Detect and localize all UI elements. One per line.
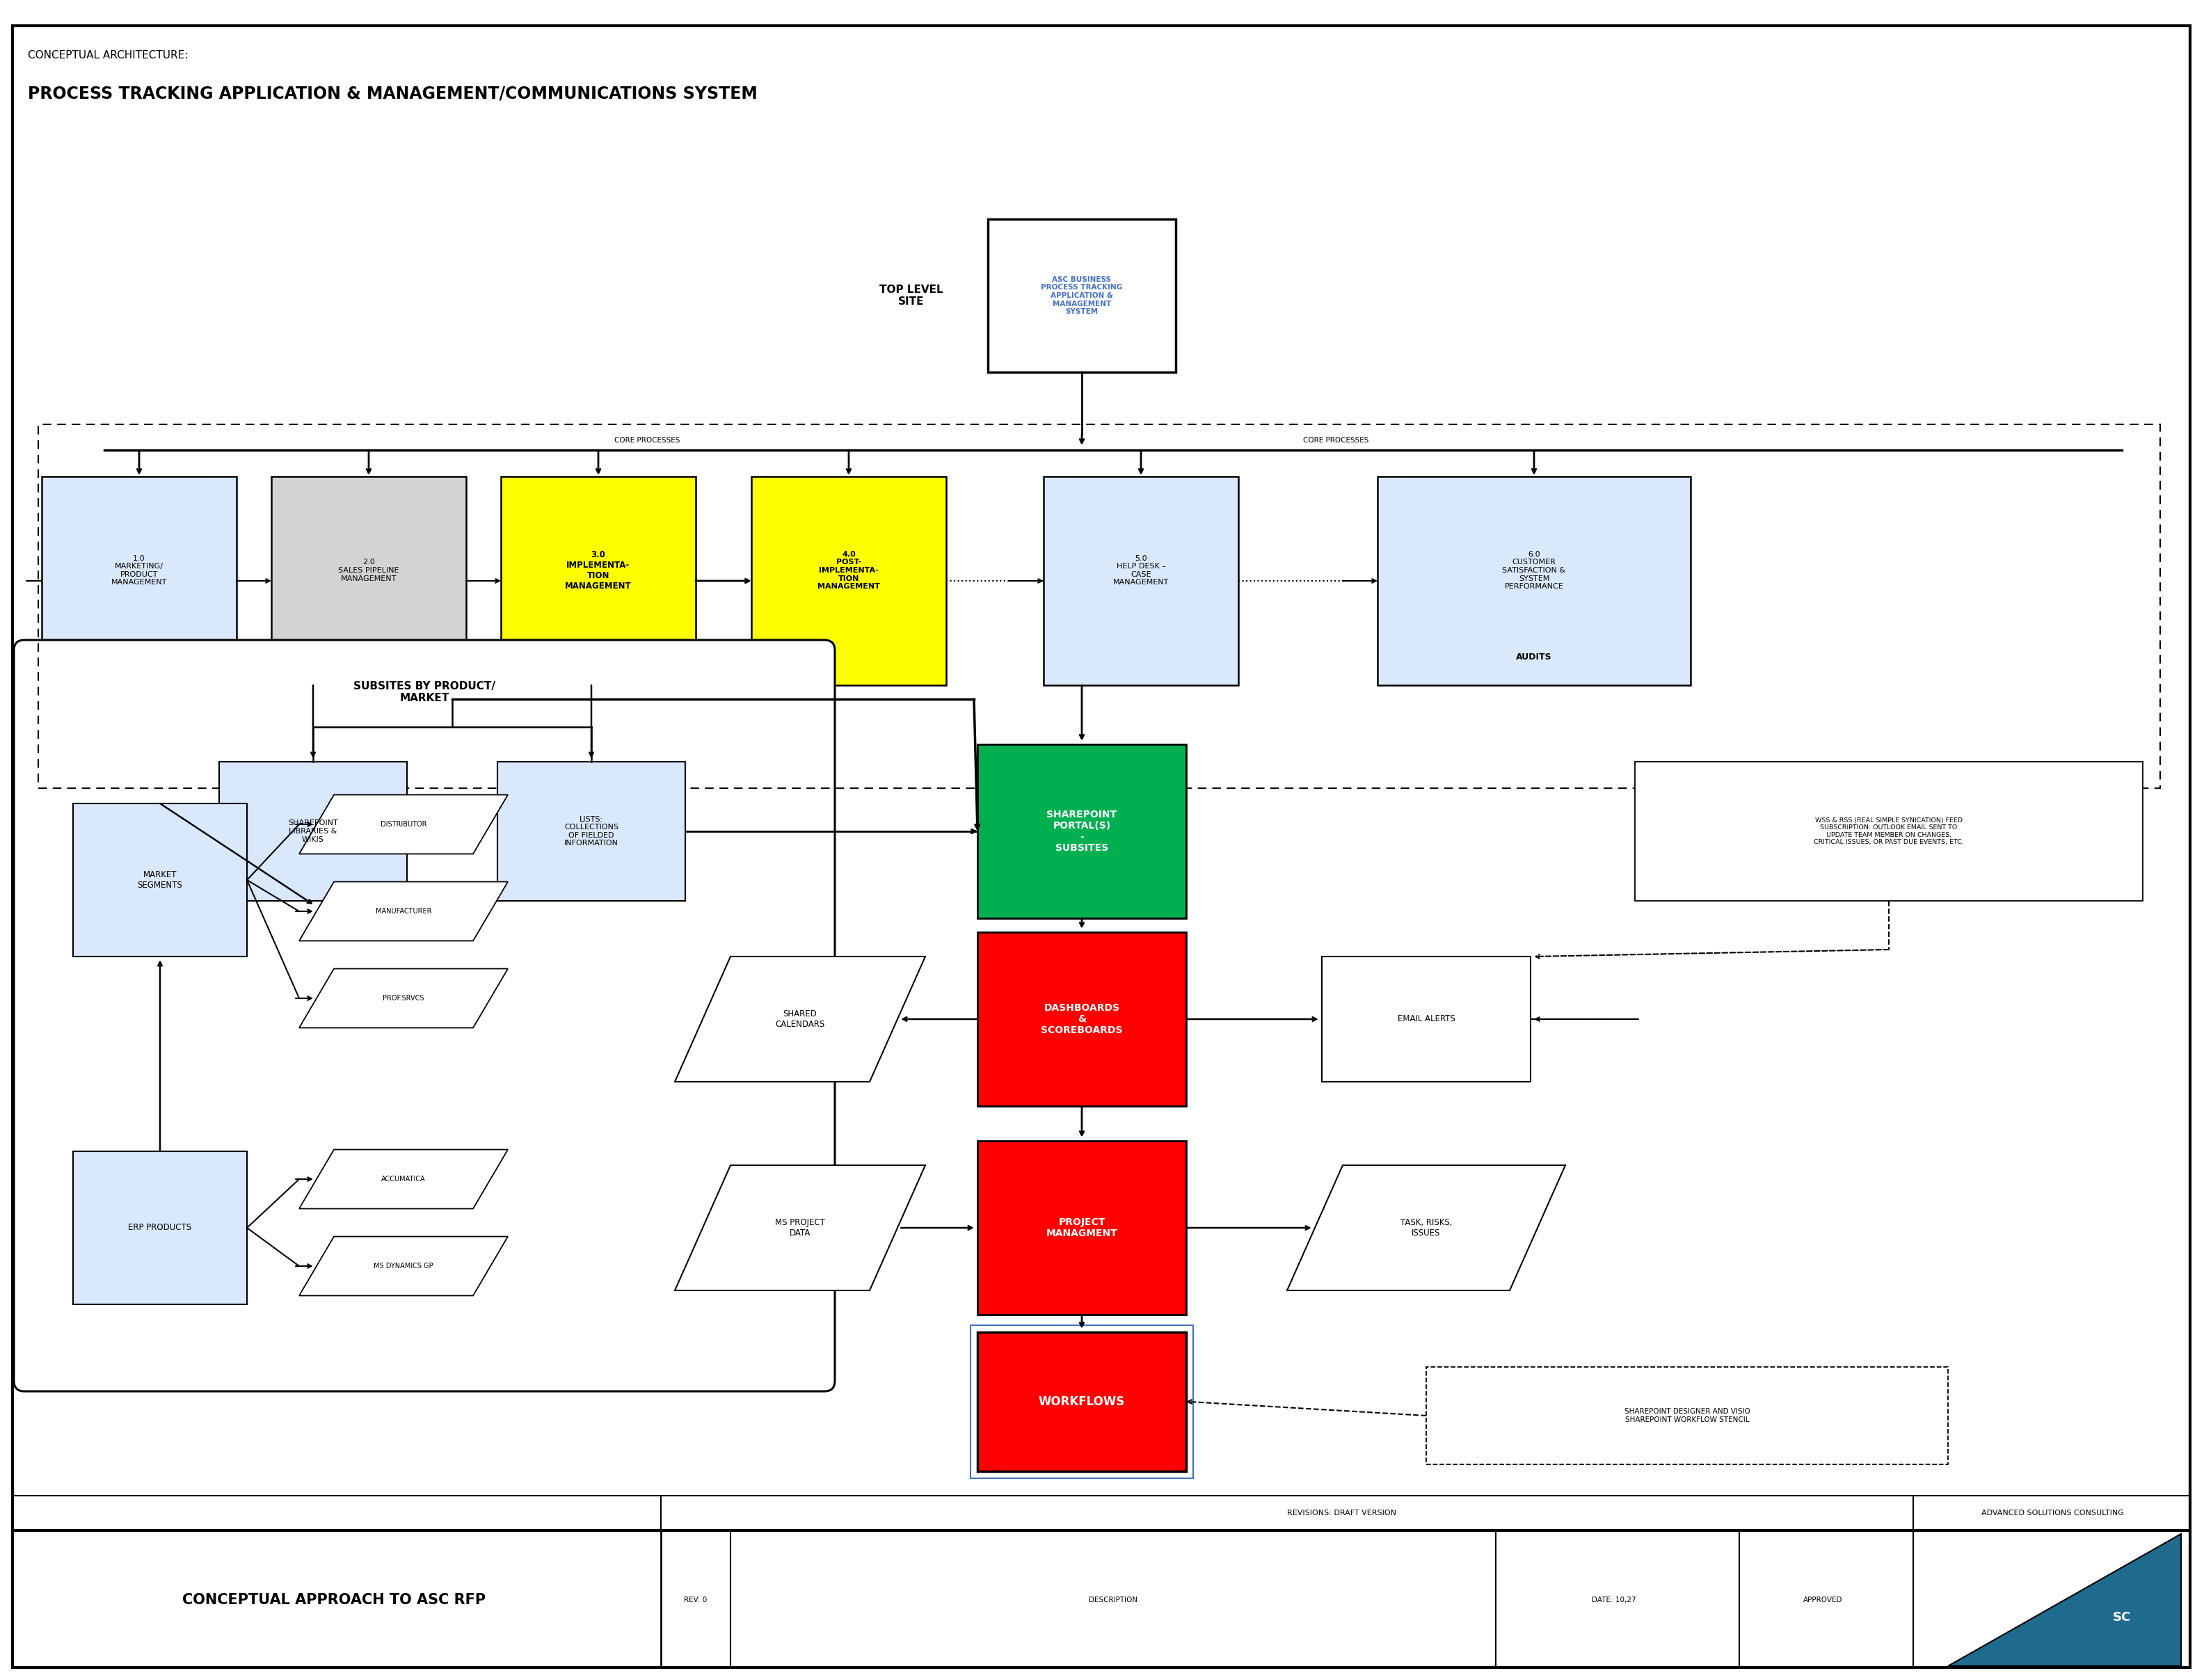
Text: ERP PRODUCTS: ERP PRODUCTS — [128, 1223, 192, 1233]
Text: CONCEPTUAL APPROACH TO ASC RFP: CONCEPTUAL APPROACH TO ASC RFP — [183, 1593, 485, 1608]
Bar — [752, 477, 946, 685]
Polygon shape — [674, 956, 926, 1082]
Text: ACCUMATICA: ACCUMATICA — [381, 1176, 425, 1183]
Text: DISTRIBUTOR: DISTRIBUTOR — [381, 822, 428, 828]
Polygon shape — [300, 882, 507, 941]
Bar — [73, 1151, 247, 1304]
Text: SHAREPOINT
PORTAL(S)
-
SUBSITES: SHAREPOINT PORTAL(S) - SUBSITES — [1047, 810, 1117, 853]
Text: TOP LEVEL
SITE: TOP LEVEL SITE — [879, 284, 943, 307]
Text: MS PROJECT
DATA: MS PROJECT DATA — [776, 1218, 824, 1238]
Bar — [271, 477, 465, 685]
Text: 6.0
CUSTOMER
SATISFACTION &
SYSTEM
PERFORMANCE: 6.0 CUSTOMER SATISFACTION & SYSTEM PERFO… — [1503, 551, 1565, 590]
Text: PROCESS TRACKING APPLICATION & MANAGEMENT/COMMUNICATIONS SYSTEM: PROCESS TRACKING APPLICATION & MANAGEMEN… — [29, 86, 758, 102]
Polygon shape — [300, 1149, 507, 1208]
Text: APPROVED: APPROVED — [1803, 1596, 1843, 1603]
Text: REV: 0: REV: 0 — [683, 1596, 707, 1603]
Bar — [1042, 477, 1239, 685]
Text: AUDITS: AUDITS — [1516, 654, 1552, 662]
Bar — [218, 761, 408, 900]
Bar — [970, 1326, 1192, 1478]
Text: ADVANCED SOLUTIONS CONSULTING: ADVANCED SOLUTIONS CONSULTING — [1981, 1510, 2125, 1517]
Text: DATE: 10,27: DATE: 10,27 — [1591, 1596, 1635, 1603]
Text: SUBSITES BY PRODUCT/
MARKET: SUBSITES BY PRODUCT/ MARKET — [353, 680, 496, 704]
FancyBboxPatch shape — [13, 640, 835, 1391]
Text: DASHBOARDS
&
SCOREBOARDS: DASHBOARDS & SCOREBOARDS — [1040, 1003, 1122, 1035]
Text: DESCRIPTION: DESCRIPTION — [1089, 1596, 1137, 1603]
Text: CORE PROCESSES: CORE PROCESSES — [615, 437, 679, 444]
Bar — [1322, 956, 1530, 1082]
Polygon shape — [1948, 1534, 2182, 1667]
Bar — [976, 932, 1186, 1105]
Polygon shape — [300, 1236, 507, 1295]
Bar — [1426, 1368, 1948, 1465]
Text: REVISIONS: DRAFT VERSION: REVISIONS: DRAFT VERSION — [1287, 1510, 1397, 1517]
Bar — [1378, 477, 1690, 685]
Text: MARKET
SEGMENTS: MARKET SEGMENTS — [137, 870, 183, 890]
Text: MANUFACTURER: MANUFACTURER — [375, 907, 432, 916]
Bar — [500, 477, 696, 685]
Text: 2.0
SALES PIPELINE
MANAGEMENT: 2.0 SALES PIPELINE MANAGEMENT — [337, 559, 399, 581]
Text: WSS & RSS (REAL SIMPLE SYNICATION) FEED
SUBSCRIPTION: OUTLOOK EMAIL SENT TO
UPDA: WSS & RSS (REAL SIMPLE SYNICATION) FEED … — [1814, 818, 1964, 845]
Text: CONCEPTUAL ARCHITECTURE:: CONCEPTUAL ARCHITECTURE: — [29, 50, 187, 60]
Bar — [42, 477, 236, 685]
Bar — [1635, 761, 2142, 900]
Text: SHAREPOINT DESIGNER AND VISIO
SHAREPOINT WORKFLOW STENCIL: SHAREPOINT DESIGNER AND VISIO SHAREPOINT… — [1624, 1408, 1750, 1423]
Text: 1.0
MARKETING/
PRODUCT
MANAGEMENT: 1.0 MARKETING/ PRODUCT MANAGEMENT — [110, 554, 168, 586]
Bar — [976, 744, 1186, 919]
Text: 5.0
HELP DESK –
CASE
MANAGEMENT: 5.0 HELP DESK – CASE MANAGEMENT — [1113, 554, 1168, 586]
Bar — [37, 425, 2160, 788]
Text: EMAIL ALERTS: EMAIL ALERTS — [1397, 1015, 1455, 1023]
Text: TASK, RISKS,
ISSUES: TASK, RISKS, ISSUES — [1400, 1218, 1452, 1238]
Text: 4.0
POST-
IMPLEMENTA-
TION
MANAGEMENT: 4.0 POST- IMPLEMENTA- TION MANAGEMENT — [818, 551, 879, 590]
Bar — [976, 1332, 1186, 1472]
Text: PROJECT
MANAGMENT: PROJECT MANAGMENT — [1047, 1218, 1117, 1238]
Bar — [73, 803, 247, 956]
Text: PROF.SRVCS: PROF.SRVCS — [383, 995, 423, 1001]
Polygon shape — [300, 795, 507, 853]
Text: WORKFLOWS: WORKFLOWS — [1038, 1396, 1124, 1408]
Text: SHARED
CALENDARS: SHARED CALENDARS — [776, 1010, 824, 1028]
Polygon shape — [300, 969, 507, 1028]
Text: CORE PROCESSES: CORE PROCESSES — [1303, 437, 1369, 444]
Text: 3.0
IMPLEMENTA-
TION
MANAGEMENT: 3.0 IMPLEMENTA- TION MANAGEMENT — [564, 551, 633, 591]
Text: ASC BUSINESS
PROCESS TRACKING
APPLICATION &
MANAGEMENT
SYSTEM: ASC BUSINESS PROCESS TRACKING APPLICATIO… — [1040, 276, 1122, 316]
Polygon shape — [1287, 1166, 1565, 1290]
Bar — [976, 1141, 1186, 1315]
Bar — [987, 218, 1175, 373]
Text: LISTS:
COLLECTIONS
OF FIELDED
INFORMATION: LISTS: COLLECTIONS OF FIELDED INFORMATIO… — [564, 816, 619, 847]
Bar — [498, 761, 685, 900]
Text: MS DYNAMICS GP: MS DYNAMICS GP — [375, 1263, 434, 1270]
Text: SC: SC — [2114, 1611, 2131, 1623]
Polygon shape — [674, 1166, 926, 1290]
Text: SHAREPOINT
LIBRARIES &
WIKIS: SHAREPOINT LIBRARIES & WIKIS — [289, 820, 337, 843]
